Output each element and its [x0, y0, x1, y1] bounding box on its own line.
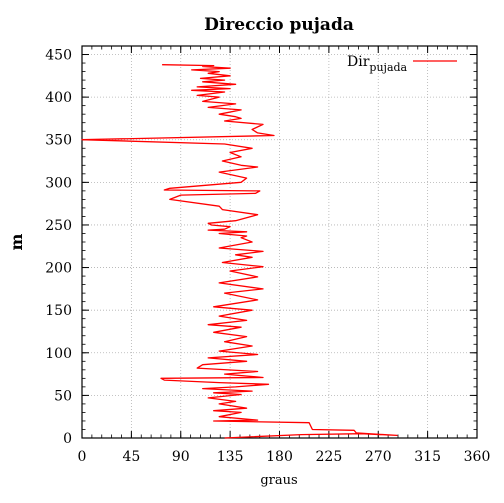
y-tick-label: 100: [45, 346, 72, 362]
legend-label-sub: pujada: [369, 61, 407, 74]
y-tick-label: 150: [45, 303, 72, 319]
y-tick-label: 300: [45, 175, 72, 191]
x-tick-label: 135: [217, 449, 244, 465]
y-axis-label: m: [7, 233, 26, 250]
x-tick-label: 180: [266, 449, 293, 465]
x-tick-label: 0: [78, 449, 87, 465]
y-tick-label: 250: [45, 218, 72, 234]
y-tick-label: 400: [45, 90, 72, 106]
x-tick-label: 270: [365, 449, 392, 465]
x-tick-label: 45: [122, 449, 140, 465]
y-tick-label: 50: [54, 388, 72, 404]
chart-title: Direccio pujada: [204, 15, 354, 35]
y-tick-labels: 0 50 100 150 200 250 300 350 400 450: [45, 48, 72, 447]
x-tick-label: 315: [414, 449, 441, 465]
grid: [82, 46, 477, 438]
x-axis-label: graus: [260, 473, 297, 488]
x-tick-label: 225: [316, 449, 343, 465]
x-tick-label: 90: [172, 449, 190, 465]
legend: Dirpujada: [347, 54, 457, 74]
x-tick-label: 360: [464, 449, 491, 465]
x-tick-labels: 0 45 90 135 180 225 270 315 360: [78, 449, 491, 465]
y-tick-label: 350: [45, 133, 72, 149]
y-tick-label: 200: [45, 261, 72, 277]
series-line: [81, 64, 398, 439]
y-tick-label: 0: [63, 431, 72, 447]
legend-label: Dirpujada: [347, 54, 408, 74]
y-tick-label: 450: [45, 48, 72, 64]
legend-label-main: Dir: [347, 54, 370, 70]
ticks: [81, 45, 478, 439]
